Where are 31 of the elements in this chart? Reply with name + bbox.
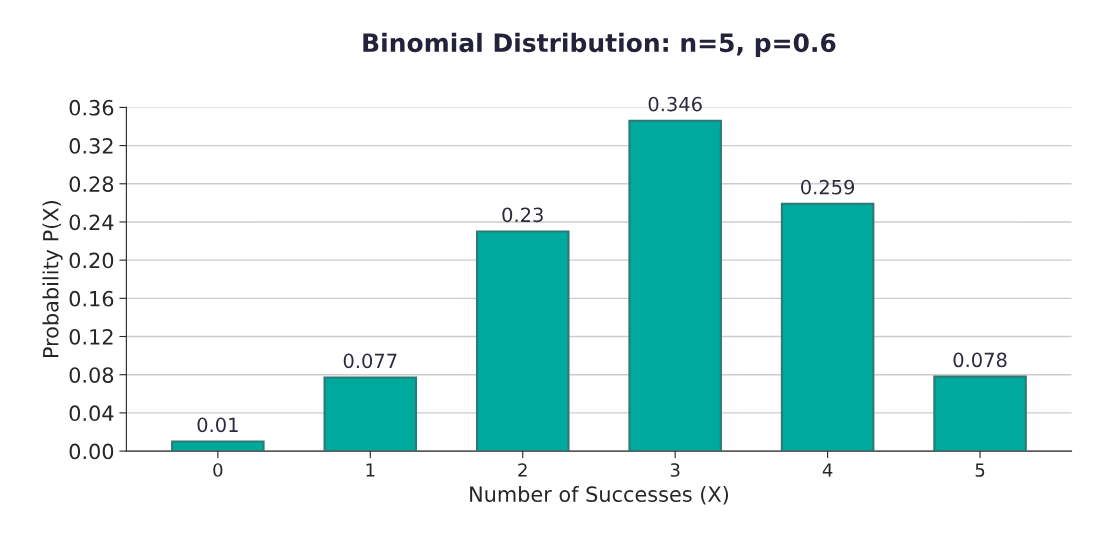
bar [323, 376, 418, 452]
data-label: 0.01 [197, 417, 238, 433]
x-axis-title: Number of Successes (X) [470, 485, 729, 505]
x-tick-label: 5 [975, 463, 985, 477]
chart-title: Binomial Distribution: n=5, p=0.6 [363, 32, 836, 58]
data-label: 0.23 [502, 207, 543, 223]
bar [628, 119, 722, 452]
x-tick-label: 3 [670, 463, 680, 477]
x-tick-label: 2 [518, 463, 527, 477]
y-tick-label: 0.36 [69, 99, 114, 116]
y-tick-label: 0.28 [69, 176, 114, 192]
bar [780, 202, 875, 452]
y-tick-label: 0.00 [69, 443, 114, 460]
x-tick-label: 1 [366, 463, 375, 477]
y-axis-title: Probability P(X) [42, 201, 63, 358]
y-tick-label: 0.04 [69, 405, 114, 422]
data-label: 0.346 [648, 96, 702, 112]
y-tick-label: 0.24 [69, 214, 114, 231]
bar [171, 440, 265, 452]
y-tick-label: 0.12 [69, 328, 113, 345]
bar [475, 230, 570, 452]
y-tick-label: 0.16 [69, 290, 114, 307]
y-tick-label: 0.08 [69, 367, 114, 383]
x-tick-label: 0 [213, 463, 223, 477]
data-label: 0.259 [801, 179, 855, 195]
data-label: 0.078 [953, 352, 1007, 368]
y-tick-label: 0.20 [69, 252, 114, 269]
y-tick-label: 0.32 [69, 138, 113, 154]
x-tick-label: 4 [822, 463, 833, 477]
bar [933, 375, 1027, 452]
data-label: 0.077 [343, 353, 397, 369]
